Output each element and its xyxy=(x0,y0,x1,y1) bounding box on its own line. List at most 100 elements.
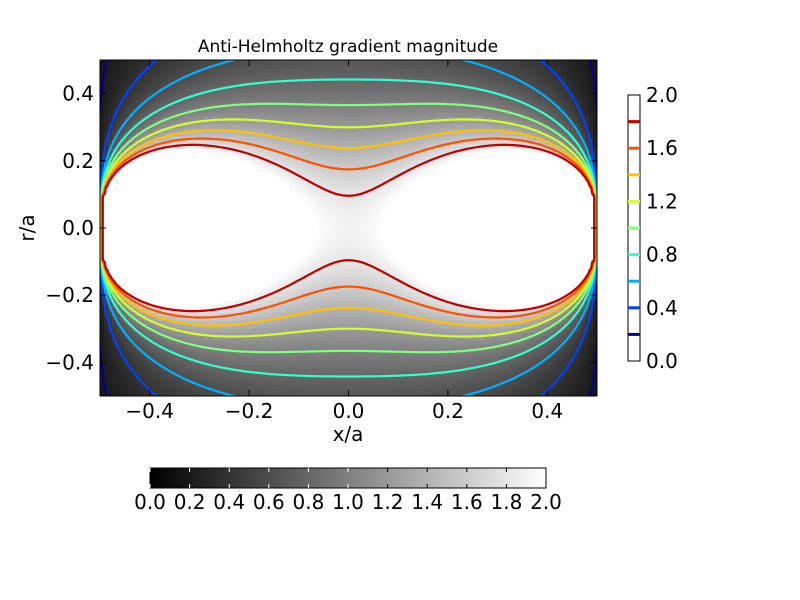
heatmap-cell xyxy=(270,236,276,241)
heatmap-cell xyxy=(155,236,161,241)
heatmap-cell xyxy=(310,320,316,325)
heatmap-cell xyxy=(171,108,177,113)
heatmap-cell xyxy=(199,240,204,245)
heatmap-cell xyxy=(227,224,232,229)
heatmap-cell xyxy=(211,256,216,261)
heatmap-cell xyxy=(278,236,284,241)
heatmap-cell xyxy=(123,272,129,277)
heatmap-cell xyxy=(139,88,145,93)
heatmap-cell xyxy=(100,348,105,353)
heatmap-cell xyxy=(179,212,185,217)
heatmap-cell xyxy=(187,64,193,69)
heatmap-cell xyxy=(263,360,268,365)
heatmap-cell xyxy=(314,264,320,269)
heatmap-cell xyxy=(155,180,161,185)
heatmap-cell xyxy=(290,352,296,357)
plot-area: −0.4 −0.2 0.0 0.2 0.4 −0.4−0.20.00.20.4 xyxy=(45,59,598,423)
heatmap-cell xyxy=(247,304,252,309)
heatmap-cell xyxy=(239,200,244,205)
heatmap-cell xyxy=(278,192,284,197)
heatmap-cell xyxy=(143,252,149,257)
heatmap-cell xyxy=(187,160,193,165)
heatmap-cell xyxy=(294,112,300,117)
heatmap-cell xyxy=(255,276,260,281)
heatmap-cell xyxy=(203,284,208,289)
heatmap-cell xyxy=(266,244,272,249)
heatmap-cell xyxy=(322,272,328,277)
heatmap-cell xyxy=(227,384,232,389)
heatmap-cell xyxy=(143,268,149,273)
heatmap-cell xyxy=(139,208,145,213)
heatmap-cell xyxy=(123,236,129,241)
heatmap-cell xyxy=(167,160,173,165)
heatmap-cell xyxy=(199,200,204,205)
heatmap-cell xyxy=(167,304,173,309)
heatmap-cell xyxy=(263,192,268,197)
heatmap-cell xyxy=(282,376,288,381)
heatmap-cell xyxy=(111,108,117,113)
heatmap-cell xyxy=(119,76,125,81)
heatmap-cell xyxy=(259,172,264,177)
heatmap-cell xyxy=(326,68,332,73)
heatmap-cell xyxy=(259,252,264,257)
heatmap-cell xyxy=(318,272,324,277)
heatmap-cell xyxy=(199,168,204,173)
heatmap-cell xyxy=(251,272,256,277)
heatmap-cell xyxy=(251,120,256,125)
heatmap-cell xyxy=(298,364,304,369)
heatmap-cell xyxy=(127,76,133,81)
heatmap-cell xyxy=(243,112,248,117)
heatmap-cell xyxy=(251,288,256,293)
heatmap-cell xyxy=(179,244,185,249)
heatmap-cell xyxy=(274,236,280,241)
heatmap-cell xyxy=(290,180,296,185)
heatmap-cell xyxy=(143,84,149,89)
heatmap-cell xyxy=(231,108,236,113)
heatmap-cell xyxy=(274,384,280,389)
heatmap-cell xyxy=(298,236,304,241)
heatmap-cell xyxy=(286,76,292,81)
heatmap-cell xyxy=(171,92,177,97)
heatmap-cell xyxy=(127,236,133,241)
heatmap-cell xyxy=(143,160,149,165)
heatmap-cell xyxy=(330,76,336,81)
heatmap-cell xyxy=(282,64,288,69)
heatmap-cell xyxy=(175,220,181,225)
heatmap-cell xyxy=(119,192,125,197)
heatmap-cell xyxy=(330,184,336,189)
heatmap-cell xyxy=(123,192,129,197)
heatmap-cell xyxy=(171,340,177,345)
heatmap-cell xyxy=(322,220,328,225)
heatmap-cell xyxy=(266,136,272,141)
heatmap-cell xyxy=(223,316,228,321)
heatmap-cell xyxy=(278,348,284,353)
heatmap-cell xyxy=(159,312,165,317)
heatmap-cell xyxy=(286,112,292,117)
heatmap-cell xyxy=(266,276,272,281)
heatmap-cell xyxy=(286,68,292,73)
heatmap-cell xyxy=(227,284,232,289)
heatmap-cell xyxy=(119,204,125,209)
heatmap-cell xyxy=(306,136,312,141)
heatmap-cell xyxy=(298,300,304,305)
heatmap-cell xyxy=(318,64,324,69)
heatmap-cell xyxy=(235,64,240,69)
heatmap-cell xyxy=(239,236,244,241)
heatmap-cell xyxy=(171,344,177,349)
heatmap-cell xyxy=(179,124,185,129)
heatmap-cell xyxy=(290,336,296,341)
heatmap-cell xyxy=(187,100,193,105)
heatmap-cell xyxy=(231,256,236,261)
heatmap-cell xyxy=(171,136,177,141)
heatmap-cell xyxy=(318,100,324,105)
heatmap-cell xyxy=(131,352,137,357)
heatmap-cell xyxy=(290,236,296,241)
heatmap-cell xyxy=(259,188,264,193)
heatmap-cell xyxy=(139,60,145,65)
heatmap-cell xyxy=(298,356,304,361)
heatmap-cell xyxy=(195,80,200,85)
heatmap-cell xyxy=(266,268,272,273)
heatmap-cell xyxy=(163,276,169,281)
heatmap-cell xyxy=(159,292,165,297)
heatmap-cell xyxy=(183,372,189,377)
